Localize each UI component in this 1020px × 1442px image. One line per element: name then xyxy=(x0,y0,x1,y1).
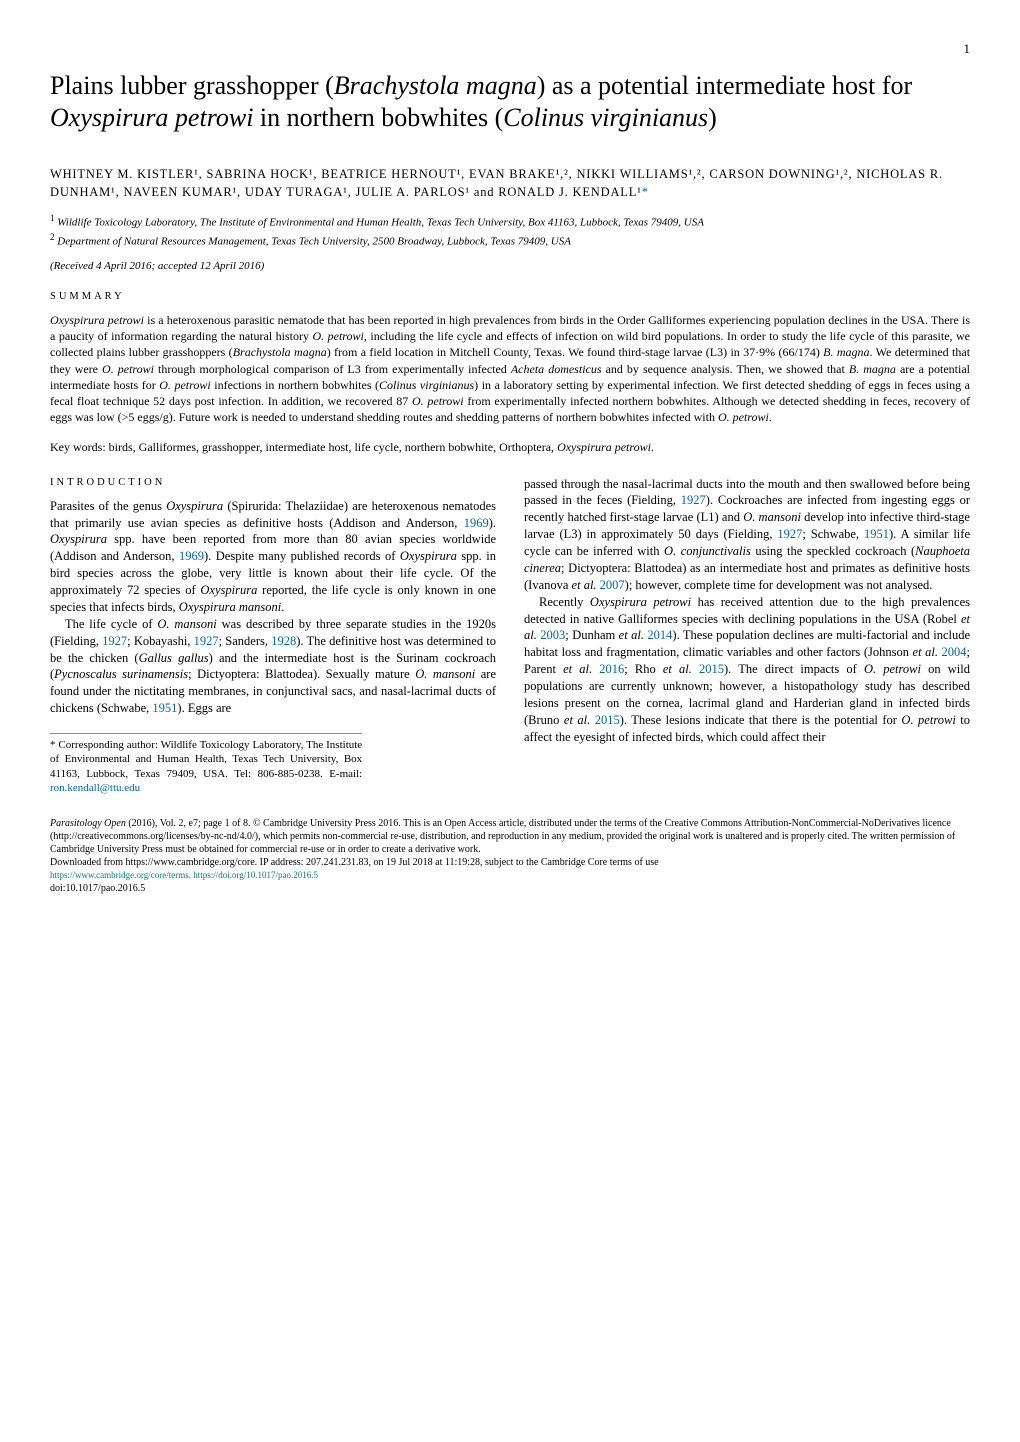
title-text: Plains lubber grasshopper ( xyxy=(50,71,334,100)
title-species-3: Colinus virginianus xyxy=(503,103,708,132)
column-left: INTRODUCTION Parasites of the genus Oxys… xyxy=(50,476,496,796)
title-text: ) as a potential intermediate host for xyxy=(537,71,912,100)
copyright-text: (2016), Vol. 2, e7; page 1 of 8. © Cambr… xyxy=(50,818,955,855)
terms-link[interactable]: https://www.cambridge.org/core/terms. ht… xyxy=(50,870,318,880)
summary-heading: SUMMARY xyxy=(50,290,970,304)
authors-text: WHITNEY M. KISTLER¹, SABRINA HOCK¹, BEAT… xyxy=(50,167,943,200)
page-number: 1 xyxy=(50,40,970,58)
keywords-species: Oxyspirura petrowi xyxy=(557,440,651,454)
keywords-end: . xyxy=(651,440,654,454)
doi: doi:10.1017/pao.2016.5 xyxy=(50,882,970,895)
column-right: passed through the nasal-lacrimal ducts … xyxy=(524,476,970,796)
title-species-1: Brachystola magna xyxy=(334,71,537,100)
received-dates: (Received 4 April 2016; accepted 12 Apri… xyxy=(50,259,970,274)
corresponding-marker[interactable]: * xyxy=(642,185,649,199)
affiliations: 1 Wildlife Toxicology Laboratory, The In… xyxy=(50,212,970,249)
footer-citation: Parasitology Open (2016), Vol. 2, e7; pa… xyxy=(50,817,970,856)
abstract: Oxyspirura petrowi is a heteroxenous par… xyxy=(50,312,970,425)
body-columns: INTRODUCTION Parasites of the genus Oxys… xyxy=(50,476,970,796)
article-title: Plains lubber grasshopper (Brachystola m… xyxy=(50,70,970,135)
title-text: ) xyxy=(708,103,717,132)
corresp-email-link[interactable]: ron.kendall@ttu.edu xyxy=(50,782,140,794)
keywords-text: birds, Galliformes, grasshopper, interme… xyxy=(109,440,557,454)
keywords: Key words: birds, Galliformes, grasshopp… xyxy=(50,439,970,455)
body-paragraph: passed through the nasal-lacrimal ducts … xyxy=(524,476,970,594)
body-paragraph: The life cycle of O. mansoni was describ… xyxy=(50,616,496,717)
keywords-label: Key words: xyxy=(50,440,109,454)
page-footer: Parasitology Open (2016), Vol. 2, e7; pa… xyxy=(50,817,970,895)
title-text: in northern bobwhites ( xyxy=(253,103,503,132)
corresp-text: * Corresponding author: Wildlife Toxicol… xyxy=(50,739,362,780)
body-paragraph: Recently Oxyspirura petrowi has received… xyxy=(524,594,970,746)
body-paragraph: Parasites of the genus Oxyspirura (Spiru… xyxy=(50,498,496,616)
footer-url: https://www.cambridge.org/core/terms. ht… xyxy=(50,869,970,882)
affiliation-1: Wildlife Toxicology Laboratory, The Inst… xyxy=(55,217,704,229)
journal-name: Parasitology Open xyxy=(50,818,126,829)
footer-download-info: Downloaded from https://www.cambridge.or… xyxy=(50,856,970,869)
title-species-2: Oxyspirura petrowi xyxy=(50,103,253,132)
corresponding-author: * Corresponding author: Wildlife Toxicol… xyxy=(50,733,362,795)
affiliation-2: Department of Natural Resources Manageme… xyxy=(55,235,571,247)
introduction-heading: INTRODUCTION xyxy=(50,476,496,490)
authors-list: WHITNEY M. KISTLER¹, SABRINA HOCK¹, BEAT… xyxy=(50,165,970,203)
